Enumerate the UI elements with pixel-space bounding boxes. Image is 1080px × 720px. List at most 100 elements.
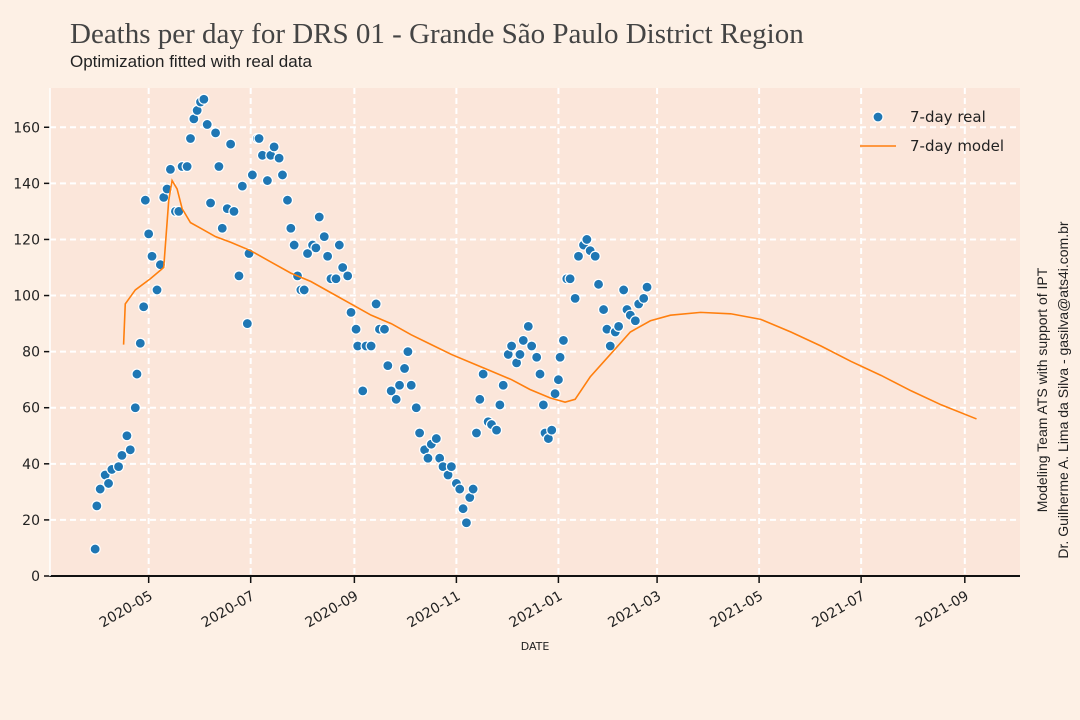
- legend-label: 7-day model: [910, 137, 1004, 155]
- data-point: [460, 517, 473, 529]
- data-point: [546, 424, 558, 436]
- data-point: [477, 368, 489, 380]
- data-point: [534, 368, 546, 380]
- data-point: [430, 432, 442, 445]
- legend-label: 7-day real: [910, 108, 986, 126]
- data-point: [613, 320, 625, 332]
- data-point: [337, 261, 349, 274]
- data-point: [281, 194, 294, 206]
- data-point: [236, 180, 248, 192]
- data-point: [398, 362, 411, 375]
- data-point: [121, 430, 133, 442]
- data-point: [490, 424, 503, 436]
- data-point: [345, 306, 357, 318]
- data-point: [422, 452, 434, 464]
- data-point: [342, 270, 354, 282]
- chart-subtitle: Optimization fitted with real data: [70, 52, 312, 71]
- data-point: [390, 393, 402, 405]
- data-point: [213, 160, 225, 173]
- marks: [89, 93, 977, 555]
- data-point: [474, 393, 486, 405]
- y-tick-label: 160: [13, 120, 40, 136]
- data-point: [138, 301, 150, 313]
- data-point: [298, 284, 310, 296]
- data-point: [216, 222, 228, 234]
- data-point: [457, 503, 469, 515]
- chart-title: Deaths per day for DRS 01 - Grande São P…: [70, 18, 804, 50]
- data-point: [597, 303, 610, 316]
- data-point: [385, 385, 397, 397]
- data-point: [393, 379, 406, 391]
- data-point: [414, 427, 426, 439]
- data-point: [201, 118, 213, 131]
- data-point: [470, 427, 483, 439]
- legend-marker: [872, 111, 884, 123]
- data-point: [181, 160, 193, 173]
- data-point: [89, 543, 101, 555]
- data-point: [522, 320, 534, 332]
- data-point: [164, 163, 177, 175]
- data-point: [564, 273, 576, 285]
- data-point: [410, 402, 422, 414]
- data-point: [204, 197, 217, 209]
- data-point: [330, 273, 342, 285]
- data-point: [209, 127, 222, 139]
- data-point: [246, 169, 258, 181]
- data-point: [276, 169, 289, 181]
- data-point: [225, 138, 237, 150]
- data-point: [102, 477, 115, 490]
- grid: [50, 88, 1020, 577]
- data-point: [572, 250, 585, 262]
- data-point: [318, 231, 330, 243]
- data-point: [322, 250, 334, 262]
- data-point: [638, 292, 650, 304]
- data-point: [454, 483, 466, 495]
- y-tick-label: 20: [22, 513, 40, 529]
- data-point: [494, 399, 506, 411]
- data-point: [333, 239, 345, 251]
- data-point: [402, 346, 414, 358]
- data-point: [228, 205, 240, 218]
- data-point: [592, 278, 605, 290]
- data-point: [382, 360, 394, 372]
- y-tick-label: 60: [22, 401, 40, 417]
- y-tick-label: 40: [22, 457, 40, 473]
- y-tick-label: 140: [13, 176, 40, 192]
- legend: 7-day real 7-day model: [860, 108, 1004, 155]
- y-tick-label: 0: [31, 569, 40, 585]
- data-point: [445, 461, 457, 473]
- y-tick-label: 120: [13, 232, 40, 248]
- x-axis-label: DATE: [521, 640, 550, 653]
- data-point: [268, 141, 280, 153]
- data-point: [151, 284, 163, 296]
- data-point: [112, 461, 125, 473]
- data-point: [589, 250, 601, 262]
- data-point: [124, 444, 136, 456]
- data-point: [549, 388, 561, 400]
- data-point: [497, 379, 509, 391]
- data-point: [288, 239, 300, 251]
- data-point: [357, 385, 369, 397]
- data-point: [365, 340, 377, 352]
- data-point: [131, 368, 143, 380]
- data-point: [134, 337, 146, 349]
- y-tick-label: 80: [22, 345, 40, 361]
- data-point: [370, 298, 382, 310]
- data-point: [310, 242, 322, 254]
- data-point: [313, 211, 325, 223]
- data-point: [301, 247, 314, 260]
- y-tick-label: 100: [13, 289, 40, 305]
- data-point: [641, 281, 653, 293]
- data-point: [129, 402, 141, 414]
- model-line: [122, 178, 977, 420]
- data-point: [554, 351, 566, 363]
- data-point: [517, 334, 529, 347]
- side-note: Modeling Team ATS with support of IPT: [1034, 267, 1050, 512]
- data-point: [143, 228, 155, 240]
- data-point: [350, 323, 362, 335]
- data-point: [531, 351, 543, 363]
- data-point: [581, 233, 593, 246]
- data-point: [505, 340, 518, 352]
- data-point: [91, 500, 103, 512]
